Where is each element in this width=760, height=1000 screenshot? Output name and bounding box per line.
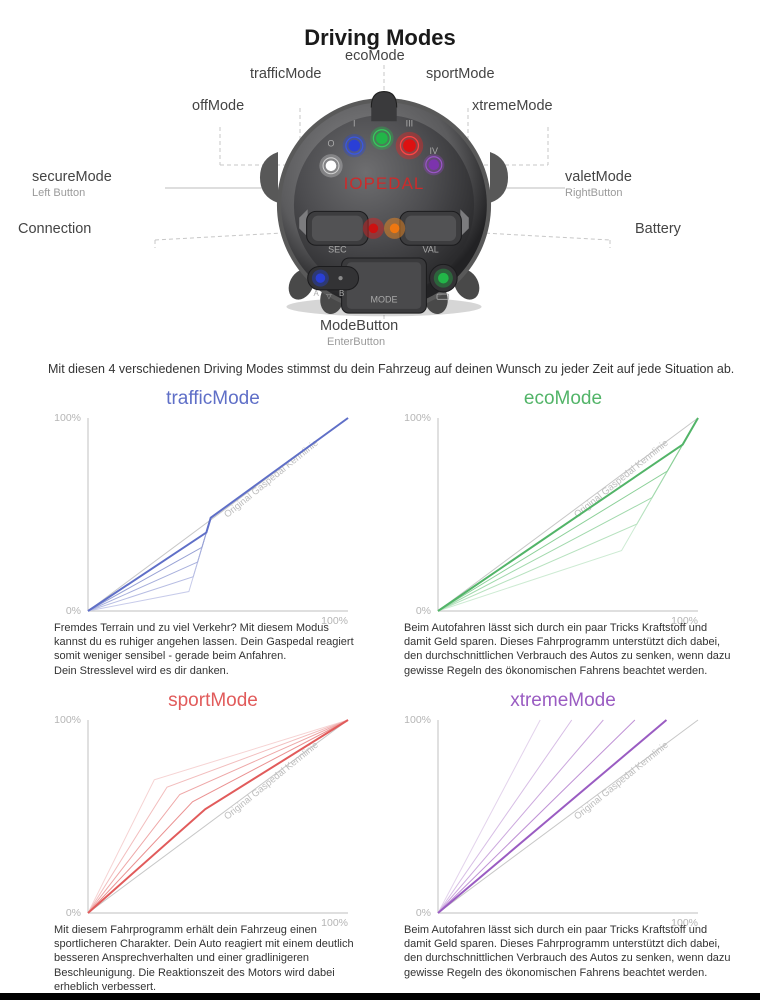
svg-text:III: III [406,119,414,129]
svg-text:I: I [353,119,356,129]
svg-text:100%: 100% [404,714,431,726]
svg-text:100%: 100% [404,412,431,424]
svg-text:IV: IV [430,146,439,156]
svg-text:▽: ▽ [326,293,332,300]
svg-text:Original Gaspedal Kennlinie: Original Gaspedal Kennlinie [222,438,320,521]
svg-text:SEC: SEC [328,245,347,255]
svg-text:0%: 0% [416,907,431,919]
svg-text:0%: 0% [66,605,81,617]
svg-text:Original Gaspedal Kennlinie: Original Gaspedal Kennlinie [572,740,670,823]
svg-text:100%: 100% [54,412,81,424]
svg-text:Original Gaspedal Kennlinie: Original Gaspedal Kennlinie [572,438,670,521]
svg-text:MODE: MODE [371,295,398,305]
svg-text:VAL: VAL [422,245,438,255]
svg-text:A: A [314,289,320,298]
svg-text:0%: 0% [416,605,431,617]
svg-text:Original Gaspedal Kennlinie: Original Gaspedal Kennlinie [222,740,320,823]
svg-text:100%: 100% [54,714,81,726]
svg-text:O: O [327,139,334,149]
svg-text:0%: 0% [66,907,81,919]
svg-text:B: B [339,289,344,298]
svg-text:IOPEDAL: IOPEDAL [344,174,425,193]
